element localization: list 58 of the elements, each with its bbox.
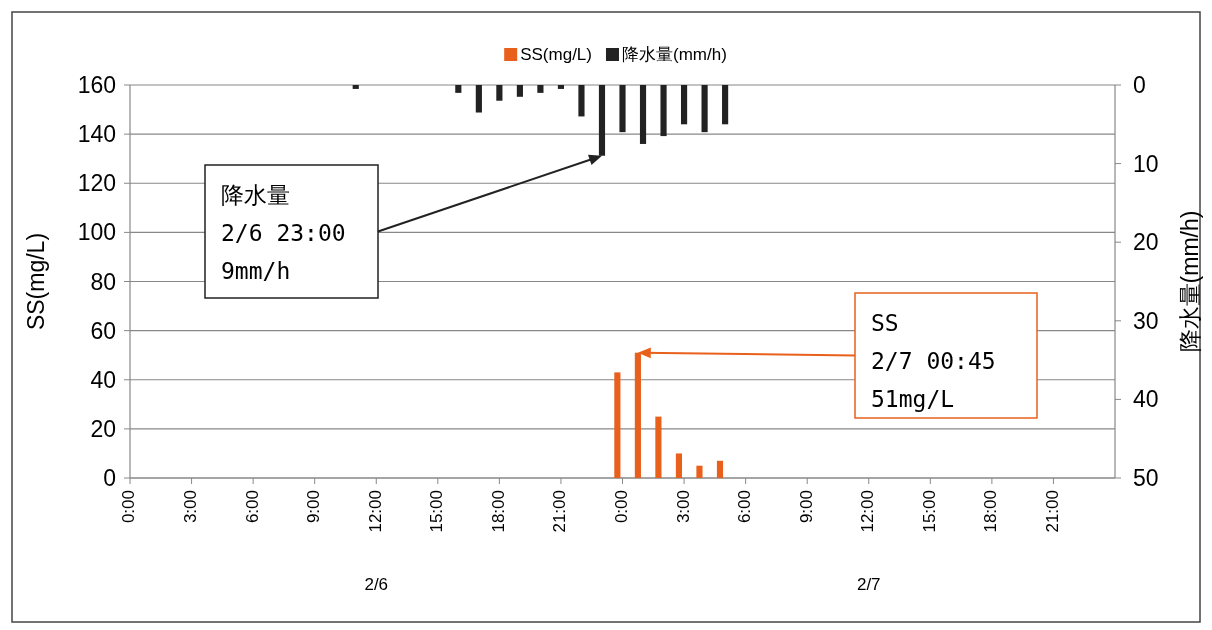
x-tick-label: 0:00: [119, 490, 139, 524]
x-tick-label: 6:00: [242, 490, 262, 524]
legend-label: 降水量(mm/h): [621, 45, 727, 64]
y-tick-label: 20: [90, 415, 116, 442]
bar: [655, 416, 662, 478]
x-tick-label: 18:00: [981, 490, 1001, 533]
y-tick-label: 120: [77, 170, 116, 197]
x-tick-label: 15:00: [427, 490, 447, 533]
y2-tick-label: 50: [1133, 465, 1159, 491]
bar: [634, 352, 641, 478]
legend-label: SS(mg/L): [520, 45, 592, 64]
annotation: 降水量 2/6 23:00 9mm/h: [221, 182, 346, 284]
y2-tick-label: 30: [1133, 307, 1159, 334]
bar: [557, 85, 565, 89]
text: 2/6: [364, 575, 389, 594]
y2-tick-label: 10: [1133, 150, 1159, 177]
x-tick-label: 9:00: [796, 490, 816, 524]
y-tick-label: 0: [103, 465, 116, 491]
y-tick-label: 40: [90, 366, 116, 393]
y-tick-label: 160: [77, 72, 116, 98]
bar: [716, 460, 724, 478]
bar: [680, 85, 688, 125]
bar: [722, 85, 729, 125]
bar: [578, 85, 585, 117]
bar: [660, 85, 667, 137]
x-tick-label: 3:00: [673, 490, 693, 524]
bar: [475, 85, 482, 113]
x-tick-label: 9:00: [304, 490, 324, 524]
x-tick-label: 18:00: [488, 490, 508, 533]
bar: [701, 85, 708, 133]
y-tick-label: 140: [77, 121, 116, 148]
text: 2/7: [856, 575, 881, 594]
bar: [696, 465, 703, 478]
bar: [614, 372, 621, 478]
bar: [516, 85, 523, 97]
bar: [639, 85, 647, 144]
x-tick-label: 21:00: [1042, 490, 1062, 533]
bar: [496, 85, 503, 101]
bar: [455, 85, 462, 93]
y-tick-label: 60: [90, 317, 116, 344]
x-tick-label: 12:00: [858, 490, 878, 533]
x-tick-label: 21:00: [550, 490, 570, 533]
x-tick-label: 3:00: [181, 490, 201, 524]
bar: [537, 85, 544, 93]
x-tick-label: 12:00: [365, 490, 385, 533]
y-tick-label: 80: [90, 268, 116, 295]
y-axis-title: SS(mg/L): [23, 232, 49, 331]
bar: [619, 85, 626, 133]
y2-tick-label: 0: [1133, 72, 1146, 98]
y2-tick-label: 20: [1133, 229, 1159, 256]
bar: [675, 453, 683, 478]
y-tick-label: 100: [77, 219, 116, 246]
x-tick-label: 15:00: [919, 490, 939, 533]
annotation: SS 2/7 00:45 51mg/L: [871, 310, 996, 412]
x-tick-label: 0:00: [611, 490, 631, 524]
x-tick-label: 6:00: [735, 490, 755, 524]
y2-axis-title: 降水量(mm/h): [1177, 210, 1203, 353]
y2-tick-label: 40: [1133, 386, 1159, 413]
